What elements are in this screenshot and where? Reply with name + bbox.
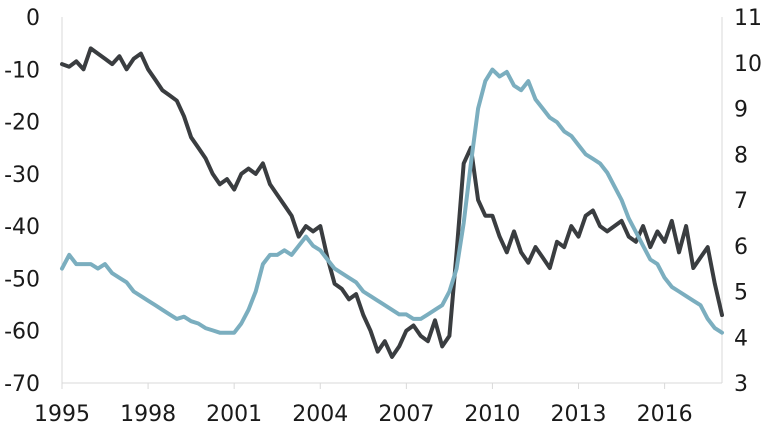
left-y-tick-labels: 0 -10 -20 -30 -40 -50 -60 -70 bbox=[4, 6, 40, 397]
x-tick-label: 2004 bbox=[292, 402, 348, 427]
left-y-tick-label: -30 bbox=[4, 163, 40, 188]
left-y-tick-label: -50 bbox=[4, 267, 40, 292]
right-y-tick-label: 10 bbox=[734, 52, 762, 77]
x-tick-label: 2001 bbox=[206, 402, 262, 427]
series-lines bbox=[60, 46, 724, 359]
right-y-tick-label: 5 bbox=[734, 281, 748, 306]
x-tick-label: 2013 bbox=[551, 402, 607, 427]
left-y-tick-label: -20 bbox=[4, 111, 40, 136]
x-tick-label: 1998 bbox=[120, 402, 176, 427]
left-y-tick-label: -60 bbox=[4, 320, 40, 345]
right-y-tick-label: 4 bbox=[734, 326, 748, 351]
right-y-tick-label: 11 bbox=[734, 6, 762, 31]
x-tick-label: 2016 bbox=[637, 402, 693, 427]
right-y-tick-label: 3 bbox=[734, 372, 748, 397]
left-y-tick-label: 0 bbox=[26, 6, 40, 31]
x-tick-label: 2010 bbox=[464, 402, 520, 427]
right-y-tick-label: 7 bbox=[734, 189, 748, 214]
series-line-right-axis bbox=[60, 67, 724, 335]
right-y-tick-labels: 11 10 9 8 7 6 5 4 3 bbox=[734, 6, 762, 397]
x-tick-label: 2007 bbox=[378, 402, 434, 427]
left-y-tick-label: -40 bbox=[4, 215, 40, 240]
axes bbox=[61, 17, 723, 384]
series-line-left-axis bbox=[60, 46, 724, 359]
right-y-tick-label: 9 bbox=[734, 98, 748, 123]
left-y-tick-label: -70 bbox=[4, 372, 40, 397]
right-y-tick-label: 8 bbox=[734, 143, 748, 168]
x-tick-label: 1995 bbox=[34, 402, 90, 427]
right-y-tick-label: 6 bbox=[734, 235, 748, 260]
x-tick-group: 1995 1998 2001 2004 2007 2010 2013 2016 bbox=[34, 383, 693, 427]
left-y-tick-label: -10 bbox=[4, 58, 40, 83]
